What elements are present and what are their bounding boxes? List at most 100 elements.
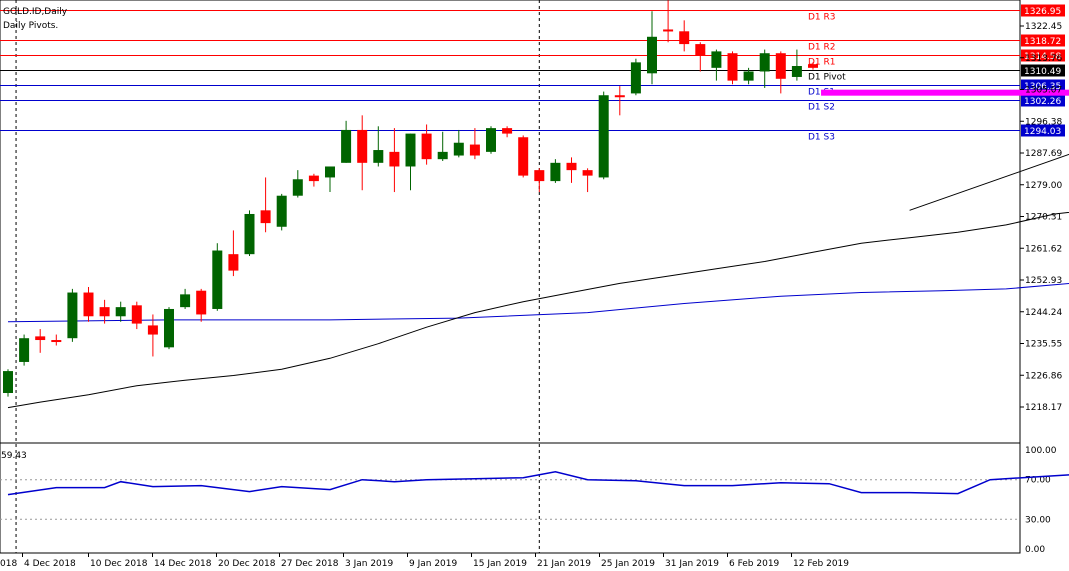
pivot-label: D1 Pivot bbox=[808, 73, 846, 83]
candle-body bbox=[164, 308, 174, 348]
candle-body bbox=[486, 128, 496, 152]
candle-body bbox=[566, 162, 577, 171]
candle-body bbox=[437, 151, 448, 160]
y-axis-tick-label: 1226.86 bbox=[1025, 371, 1062, 381]
x-axis-tick-label: 3 Jan 2019 bbox=[345, 559, 393, 569]
candle-body bbox=[357, 129, 368, 163]
moving-average-short bbox=[7, 211, 1069, 409]
candle-body bbox=[244, 213, 255, 255]
pivot-price-label: 1306.35 bbox=[1024, 82, 1061, 92]
indicator-level-label: 0.00 bbox=[1025, 545, 1045, 555]
candle-body bbox=[196, 290, 207, 315]
indicator-layer: 100.00 70.00 30.00 0.00 bbox=[0, 446, 1069, 555]
x-axis-tick-label: 27 Dec 2018 bbox=[281, 559, 339, 569]
x-axis-tick-label: 018 bbox=[0, 559, 17, 569]
y-axis-tick-label: 1287.69 bbox=[1025, 149, 1062, 159]
candle-body bbox=[373, 150, 384, 163]
candle-body bbox=[51, 340, 62, 343]
candle-body bbox=[808, 64, 818, 68]
x-axis-tick-label: 10 Dec 2018 bbox=[90, 559, 148, 569]
candle-body bbox=[115, 307, 126, 317]
overlay-layer bbox=[821, 89, 1069, 211]
y-axis-tick-label: 1244.24 bbox=[1025, 308, 1062, 318]
candle-body bbox=[421, 133, 432, 160]
x-axis-tick-label: 4 Dec 2018 bbox=[24, 559, 76, 569]
candle-body bbox=[3, 371, 13, 394]
candle-body bbox=[83, 292, 94, 317]
candle-body bbox=[325, 166, 335, 178]
y-axis-tick-label: 1235.55 bbox=[1025, 340, 1062, 350]
pivot-price-label: 1326.95 bbox=[1024, 7, 1061, 17]
x-axis-tick-label: 21 Jan 2019 bbox=[537, 559, 591, 569]
candle-body bbox=[663, 29, 674, 32]
x-axis-tick-label: 31 Jan 2019 bbox=[665, 559, 719, 569]
indicator-line bbox=[7, 471, 1069, 496]
candle-body bbox=[759, 53, 770, 72]
candle-body bbox=[550, 162, 561, 182]
pivot-price-tag bbox=[1021, 64, 1065, 77]
candle-body bbox=[679, 31, 690, 45]
x-axis-tick-label: 20 Dec 2018 bbox=[218, 559, 276, 569]
x-axis-tick-label: 14 Dec 2018 bbox=[154, 559, 212, 569]
candle-body bbox=[630, 62, 641, 94]
pivot-label: D1 R2 bbox=[808, 43, 836, 53]
candle-body bbox=[228, 254, 239, 271]
candle-body bbox=[695, 44, 706, 56]
x-axis-tick-label: 12 Feb 2019 bbox=[793, 559, 849, 569]
y-axis-tick-label: 1305.07 bbox=[1025, 86, 1062, 96]
x-axis-tick-label: 25 Jan 2019 bbox=[601, 559, 655, 569]
candle-body bbox=[405, 133, 416, 167]
pivot-label: D1 R3 bbox=[808, 13, 836, 23]
candle-body bbox=[180, 294, 191, 308]
pivot-price-label: 1314.58 bbox=[1024, 52, 1061, 62]
candle-body bbox=[711, 51, 722, 68]
candle-body bbox=[389, 151, 400, 167]
candle-body bbox=[791, 66, 802, 77]
pivot-label: D1 S2 bbox=[808, 103, 835, 113]
pivot-price-tag bbox=[1021, 94, 1065, 107]
candle-body bbox=[99, 307, 110, 317]
x-axis-tick-label: 9 Jan 2019 bbox=[409, 559, 457, 569]
candle-body bbox=[147, 325, 158, 335]
pivot-label: D1 R1 bbox=[808, 58, 836, 68]
candle-body bbox=[534, 170, 545, 182]
indicator-level-label: 100.00 bbox=[1025, 446, 1057, 456]
candle-body bbox=[502, 128, 513, 134]
candle-body bbox=[35, 336, 46, 341]
chart-frame bbox=[0, 0, 1021, 554]
candle-body bbox=[131, 305, 142, 324]
pivot-price-tag bbox=[1021, 79, 1065, 92]
candle-body bbox=[308, 175, 319, 182]
indicator-level-label: 30.00 bbox=[1025, 515, 1051, 525]
grid-layer bbox=[15, 0, 540, 553]
y-axis-tick-label: 1218.17 bbox=[1025, 403, 1062, 413]
support-zone-band bbox=[821, 89, 1069, 96]
candle-layer bbox=[3, 0, 818, 397]
pivot-price-label: 1310.49 bbox=[1024, 67, 1061, 77]
candle-body bbox=[453, 142, 464, 156]
main-plot-area bbox=[0, 0, 1021, 444]
chart-title: GOLD.ID,Daily bbox=[3, 7, 68, 17]
candle-body bbox=[647, 36, 657, 74]
candle-body bbox=[260, 210, 271, 224]
y-axis-tick-label: 1270.31 bbox=[1025, 213, 1062, 223]
candle-body bbox=[598, 95, 609, 178]
pivot-price-tag bbox=[1021, 49, 1065, 62]
y-axis-tick-label: 1322.45 bbox=[1025, 22, 1062, 32]
y-axis-tick-label: 1313.76 bbox=[1025, 54, 1062, 64]
candle-body bbox=[67, 292, 78, 339]
candle-body bbox=[276, 195, 287, 227]
moving-average-layer bbox=[7, 211, 1069, 409]
indicator-plot-area bbox=[0, 442, 1021, 554]
x-axis-tick-label: 6 Feb 2019 bbox=[729, 559, 780, 569]
candle-body bbox=[341, 129, 352, 163]
candle-body bbox=[469, 144, 480, 156]
pivot-price-label: 1294.03 bbox=[1024, 127, 1061, 137]
candle-body bbox=[775, 53, 786, 79]
candle-body bbox=[743, 71, 754, 81]
moving-average-long bbox=[7, 283, 1069, 323]
pivot-price-label: 1302.26 bbox=[1024, 97, 1061, 107]
candle-body bbox=[19, 338, 30, 362]
candle-body bbox=[582, 170, 593, 176]
